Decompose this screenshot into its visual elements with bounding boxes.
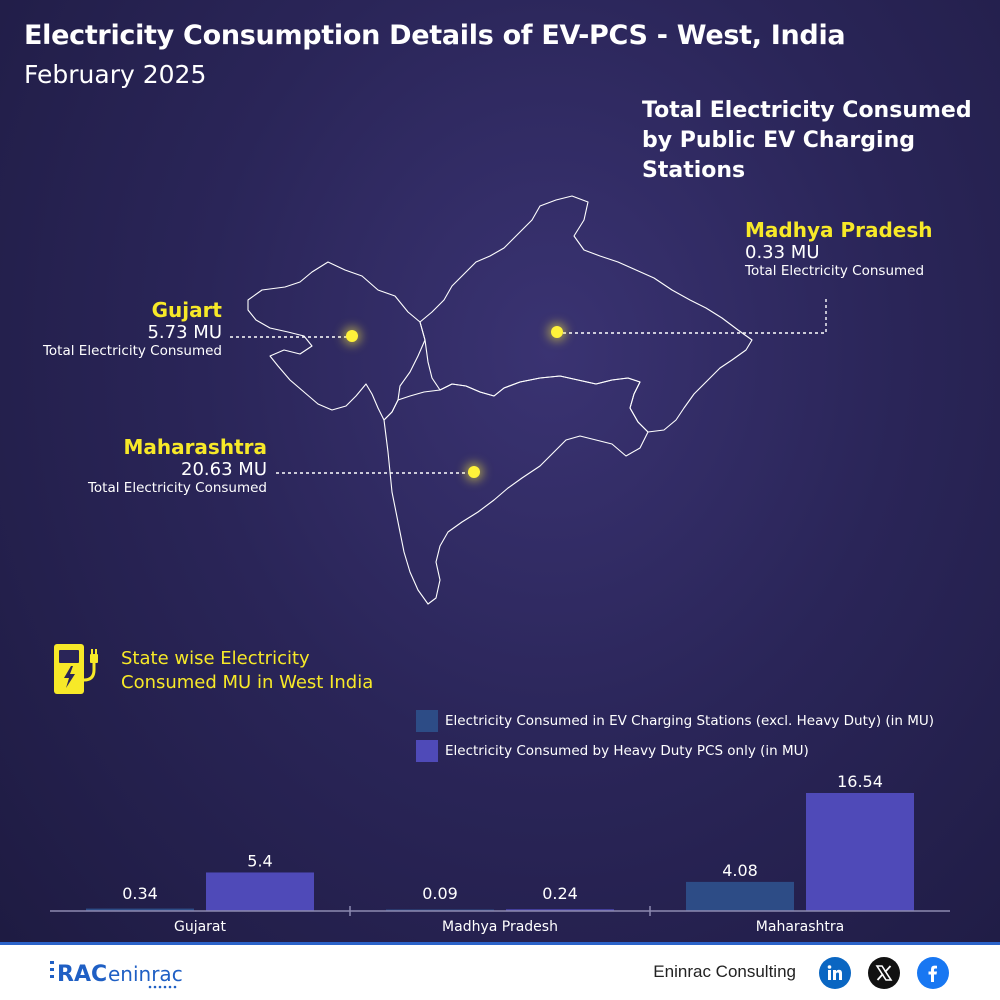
legend-swatch [416, 710, 438, 732]
maharashtra-callout: Maharashtra 20.63 MU Total Electricity C… [88, 435, 267, 496]
page-title: Electricity Consumption Details of EV-PC… [24, 20, 846, 51]
madhya-pradesh-callout: Madhya Pradesh 0.33 MU Total Electricity… [745, 218, 933, 279]
bar-data-label: 0.09 [422, 884, 458, 903]
svg-text:RAC: RAC [57, 962, 107, 987]
bar-maharashtra-series-1 [686, 881, 794, 911]
state-name: Madhya Pradesh [745, 218, 933, 242]
eninrac-logo: RAC eninrac [50, 961, 183, 989]
state-value: 5.73 MU [147, 322, 222, 343]
bar-data-label: 16.54 [837, 772, 883, 791]
category-label: Madhya Pradesh [442, 919, 558, 935]
legend-label: Electricity Consumed in EV Charging Stat… [445, 713, 935, 729]
legend-item-ev-stations: Electricity Consumed in EV Charging Stat… [416, 710, 934, 732]
west-india-map [0, 0, 1000, 640]
state-caption: Total Electricity Consumed [745, 263, 925, 279]
bar-data-label: 0.34 [122, 884, 158, 903]
maharashtra-outline [383, 375, 649, 605]
svg-text:eninrac: eninrac [108, 962, 183, 986]
x-icon[interactable] [868, 957, 900, 989]
state-caption: Total Electricity Consumed [42, 343, 222, 359]
linkedin-icon[interactable] [819, 957, 851, 989]
state-value: 20.63 MU [181, 459, 267, 480]
bar-madhya-pradesh-series-2 [506, 909, 614, 911]
legend-swatch [416, 740, 438, 762]
gujarat-dot [346, 330, 358, 342]
bar-maharashtra-series-2 [806, 793, 914, 911]
section-title-line2: Consumed MU in West India [121, 672, 374, 693]
bar-data-label: 0.24 [542, 884, 578, 903]
map-title: Total Electricity Consumed by Public EV … [642, 98, 972, 183]
state-name: Gujart [151, 298, 222, 322]
maharashtra-dot [468, 466, 480, 478]
legend-label: Electricity Consumed by Heavy Duty PCS o… [445, 743, 809, 759]
bar-gujarat-series-2 [206, 872, 314, 911]
facebook-icon[interactable] [917, 957, 949, 989]
category-label: Maharashtra [756, 919, 844, 935]
state-name: Maharashtra [123, 435, 267, 459]
section-title: State wise Electricity Consumed MU in We… [121, 647, 373, 695]
brand-name: Eninrac Consulting [653, 962, 796, 981]
gujarat-outline [247, 261, 426, 421]
state-caption: Total Electricity Consumed [87, 480, 267, 496]
bar-chart: 0.34 5.4 0.09 0.24 4.08 16.54 Gujarat Madhya P… [50, 772, 950, 935]
ev-charger-icon [54, 644, 98, 694]
category-label: Gujarat [174, 919, 227, 935]
bar-data-label: 4.08 [722, 861, 758, 880]
state-value: 0.33 MU [745, 242, 820, 263]
section-title-line1: State wise Electricity [121, 648, 310, 669]
legend-item-heavy-duty: Electricity Consumed by Heavy Duty PCS o… [416, 740, 809, 762]
madhya-pradesh-dot [551, 326, 563, 338]
gujarat-callout: Gujart 5.73 MU Total Electricity Consume… [43, 298, 222, 359]
page-subtitle: February 2025 [24, 60, 207, 89]
bar-gujarat-series-1 [86, 908, 194, 911]
bar-data-label: 5.4 [247, 851, 272, 870]
